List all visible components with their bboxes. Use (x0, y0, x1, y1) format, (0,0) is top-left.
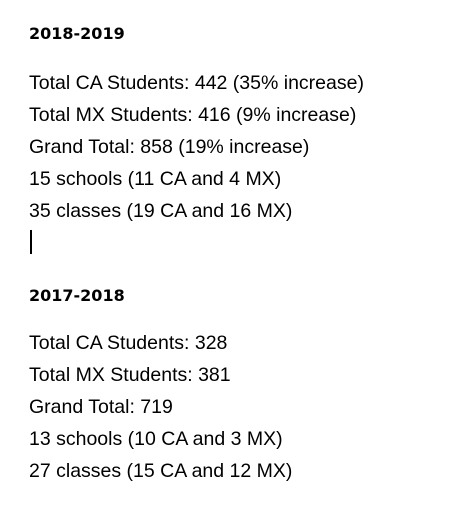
text-line-classes-2017: 27 classes (15 CA and 12 MX) (29, 460, 293, 482)
text-line-schools-2017: 13 schools (10 CA and 3 MX) (29, 428, 283, 450)
section-heading-2018-2019: 2018-2019 (29, 24, 125, 43)
text-line-total-ca-2018: Total CA Students: 442 (35% increase) (29, 72, 364, 94)
text-line-total-ca-2017: Total CA Students: 328 (29, 332, 228, 354)
text-line-grand-total-2017: Grand Total: 719 (29, 396, 173, 418)
text-line-total-mx-2017: Total MX Students: 381 (29, 364, 231, 386)
text-line-classes-2018: 35 classes (19 CA and 16 MX) (29, 200, 293, 222)
section-heading-2017-2018: 2017-2018 (29, 286, 125, 305)
text-line-grand-total-2018: Grand Total: 858 (19% increase) (29, 136, 310, 158)
text-line-schools-2018: 15 schools (11 CA and 4 MX) (29, 168, 282, 190)
text-cursor (30, 230, 32, 254)
text-line-total-mx-2018: Total MX Students: 416 (9% increase) (29, 104, 357, 126)
